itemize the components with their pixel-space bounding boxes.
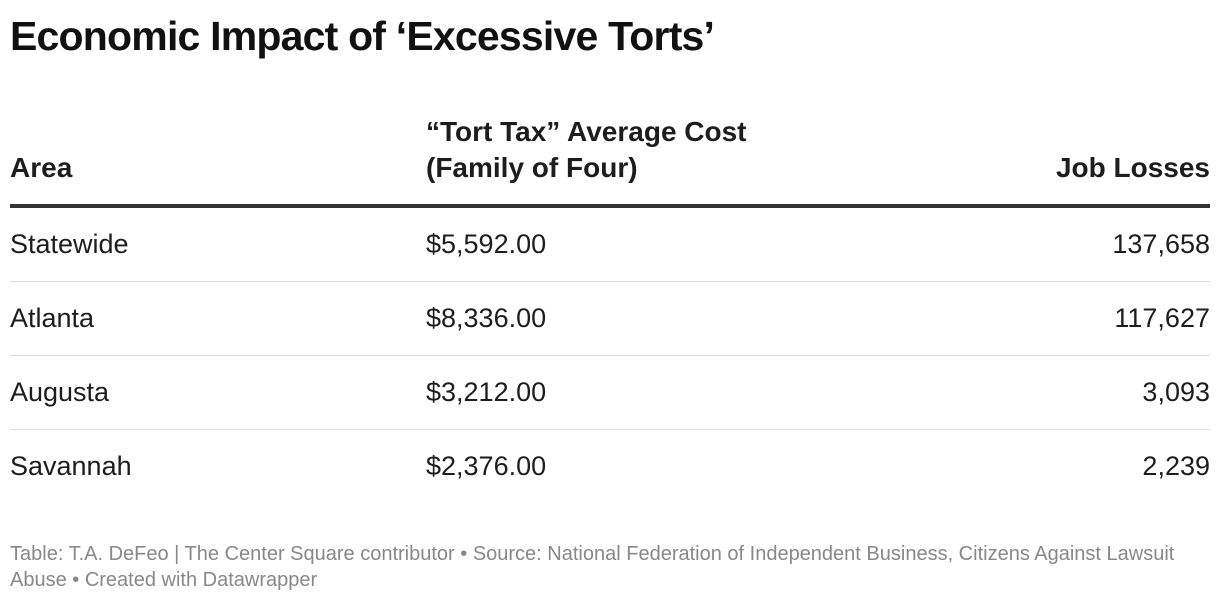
cell-job-losses: 3,093 <box>1142 377 1210 407</box>
table-row: Augusta $3,212.00 3,093 <box>10 356 1210 430</box>
cell-job-losses: 117,627 <box>1114 303 1210 333</box>
cell-cost: $2,376.00 <box>426 451 547 481</box>
cell-cost: $8,336.00 <box>426 303 547 333</box>
table-row: Statewide $5,592.00 137,658 <box>10 208 1210 282</box>
cell-area: Augusta <box>10 377 110 407</box>
column-header-job-losses: Job Losses <box>1055 152 1210 183</box>
column-header-tort-tax-cost: “Tort Tax” Average Cost (Family of Four) <box>426 114 747 186</box>
cell-cost: $5,592.00 <box>426 229 547 259</box>
cell-job-losses: 2,239 <box>1142 451 1210 481</box>
table-body: Statewide $5,592.00 137,658 Atlanta $8,3… <box>10 208 1210 503</box>
cell-area: Atlanta <box>10 303 95 333</box>
column-header-line-1: “Tort Tax” Average Cost <box>426 116 747 147</box>
table-header: Area “Tort Tax” Average Cost (Family of … <box>10 112 1210 208</box>
table-row: Atlanta $8,336.00 117,627 <box>10 282 1210 356</box>
cell-area: Statewide <box>10 229 129 259</box>
data-table: Area “Tort Tax” Average Cost (Family of … <box>10 112 1210 503</box>
cell-area: Savannah <box>10 451 132 481</box>
cell-job-losses: 137,658 <box>1112 229 1210 259</box>
cell-cost: $3,212.00 <box>426 377 547 407</box>
chart-title: Economic Impact of ‘Excessive Torts’ <box>10 13 715 59</box>
column-header-line-2: (Family of Four) <box>426 152 638 183</box>
source-footer: Table: T.A. DeFeo | The Center Square co… <box>10 543 1175 591</box>
table-row: Savannah $2,376.00 2,239 <box>10 430 1210 503</box>
column-header-area: Area <box>10 152 73 183</box>
